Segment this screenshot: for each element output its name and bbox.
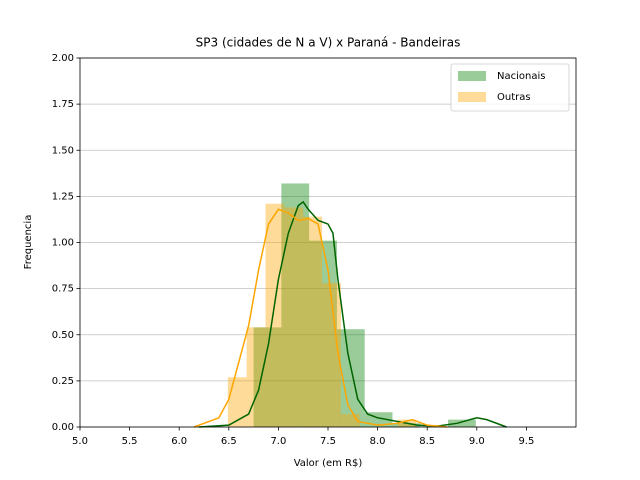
- histogram-bar: [322, 283, 341, 427]
- x-tick-label: 6.0: [171, 436, 187, 447]
- x-tick-label: 5.5: [122, 436, 138, 447]
- histogram-bar: [392, 423, 421, 427]
- histogram-bar: [253, 327, 282, 427]
- x-tick-label: 5.0: [72, 436, 88, 447]
- x-tick-label: 7.5: [320, 436, 336, 447]
- x-tick-label: 6.5: [221, 436, 237, 447]
- x-tick-label: 9.5: [518, 436, 534, 447]
- y-tick-label: 1.25: [52, 191, 74, 202]
- kde-line: [193, 208, 448, 428]
- legend-box: [450, 63, 570, 112]
- y-axis-label: Frequencia: [23, 215, 34, 270]
- x-tick-label: 8.0: [370, 436, 386, 447]
- x-tick-label: 8.5: [419, 436, 435, 447]
- legend: Nacionais Outras: [450, 63, 570, 112]
- y-tick-label: 0.25: [52, 376, 74, 387]
- histogram-bar: [281, 183, 310, 427]
- legend-swatch: [458, 71, 486, 81]
- chart-title: SP3 (cidades de N a V) x Paraná - Bandei…: [196, 36, 461, 50]
- histogram-bar: [246, 327, 266, 427]
- y-tick-label: 0.50: [52, 330, 74, 341]
- x-tick-label: 7.0: [270, 436, 286, 447]
- y-tick-label: 1.75: [52, 99, 74, 110]
- histogram-bar: [303, 216, 323, 427]
- histogram-bar: [448, 419, 476, 427]
- x-axis-label: Valor (em R$): [294, 458, 363, 469]
- plot-frame: [79, 57, 577, 428]
- histogram-bar: [284, 207, 304, 427]
- legend-swatch: [458, 92, 486, 102]
- legend-label: Outras: [497, 92, 531, 103]
- y-tick-label: 2.00: [52, 53, 74, 64]
- histogram-bar: [265, 203, 285, 427]
- legend-label: Nacionais: [497, 71, 545, 82]
- y-tick-label: 0.75: [52, 284, 74, 295]
- histogram-bar: [309, 240, 337, 427]
- histogram-bar: [336, 329, 365, 427]
- x-tick-label: 9.0: [469, 436, 485, 447]
- y-tick-label: 1.50: [52, 145, 74, 156]
- y-tick-label: 0.00: [52, 422, 74, 433]
- histogram-bar: [227, 377, 247, 427]
- y-tick-label: 1.00: [52, 238, 74, 249]
